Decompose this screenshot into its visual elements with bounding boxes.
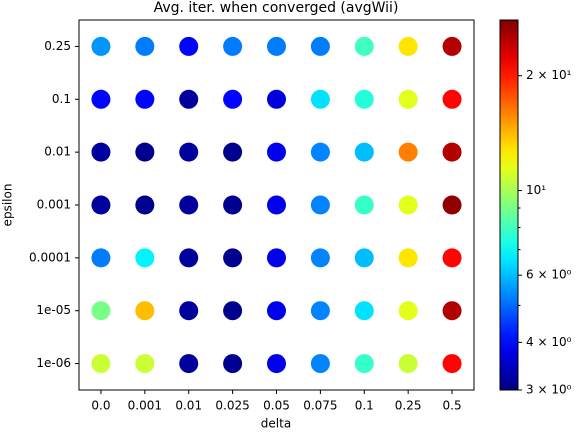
y-tick-label: 0.0001 bbox=[29, 250, 71, 264]
point bbox=[91, 89, 111, 109]
x-axis-label: delta bbox=[261, 417, 291, 431]
colorbar-tick-label: 6 × 10⁰ bbox=[526, 268, 572, 282]
x-tick-label: 0.05 bbox=[263, 399, 290, 413]
colorbar bbox=[499, 19, 519, 391]
point bbox=[267, 89, 286, 109]
point bbox=[223, 301, 243, 321]
chart-title: Avg. iter. when converged (avgWii) bbox=[154, 0, 399, 16]
y-tick-label: 1e-05 bbox=[36, 303, 71, 317]
point bbox=[398, 36, 418, 56]
point bbox=[135, 301, 155, 321]
point bbox=[267, 36, 286, 56]
x-tick-label: 0.0 bbox=[91, 399, 110, 413]
point bbox=[442, 142, 462, 162]
point bbox=[135, 142, 155, 162]
point bbox=[91, 301, 111, 321]
point bbox=[442, 248, 462, 268]
point bbox=[91, 354, 111, 374]
point bbox=[179, 195, 199, 215]
point bbox=[91, 248, 111, 268]
point bbox=[179, 248, 199, 268]
point bbox=[223, 89, 243, 109]
y-axis-label: epsilon bbox=[1, 184, 15, 227]
point bbox=[91, 142, 111, 162]
y-tick-label: 0.1 bbox=[52, 92, 71, 106]
point bbox=[267, 301, 286, 321]
point bbox=[223, 142, 243, 162]
point bbox=[310, 301, 330, 321]
point bbox=[442, 89, 462, 109]
point bbox=[398, 354, 418, 374]
x-tick-label: 0.001 bbox=[128, 399, 162, 413]
point bbox=[442, 354, 462, 374]
colorbar-tick-label: 10¹ bbox=[526, 183, 546, 197]
point bbox=[310, 36, 330, 56]
point bbox=[310, 195, 330, 215]
point bbox=[442, 301, 462, 321]
point bbox=[267, 354, 286, 374]
colorbar-tick-label: 2 × 10¹ bbox=[526, 68, 572, 82]
point bbox=[223, 195, 243, 215]
colorbar-tick-label: 3 × 10⁰ bbox=[526, 383, 572, 397]
y-tick-label: 0.01 bbox=[44, 145, 71, 159]
colorbar-tick-label: 4 × 10⁰ bbox=[526, 335, 572, 349]
x-tick-label: 0.1 bbox=[355, 399, 374, 413]
point bbox=[135, 89, 155, 109]
point bbox=[310, 248, 330, 268]
point bbox=[398, 248, 418, 268]
point bbox=[223, 36, 243, 56]
point bbox=[179, 142, 199, 162]
point bbox=[354, 89, 374, 109]
point bbox=[223, 354, 243, 374]
point bbox=[135, 195, 155, 215]
point bbox=[135, 36, 155, 56]
x-tick-label: 0.025 bbox=[215, 399, 249, 413]
point bbox=[442, 36, 462, 56]
point bbox=[91, 195, 111, 215]
point bbox=[442, 195, 462, 215]
x-tick-label: 0.075 bbox=[303, 399, 337, 413]
point bbox=[310, 142, 330, 162]
x-tick-label: 0.01 bbox=[175, 399, 202, 413]
point bbox=[354, 354, 374, 374]
point bbox=[179, 301, 199, 321]
point bbox=[310, 354, 330, 374]
point bbox=[179, 36, 199, 56]
point bbox=[354, 248, 374, 268]
y-tick-label: 1e-06 bbox=[36, 356, 71, 370]
point bbox=[398, 195, 418, 215]
y-tick-label: 0.001 bbox=[37, 198, 71, 212]
point bbox=[267, 195, 286, 215]
point bbox=[398, 301, 418, 321]
x-tick-label: 0.5 bbox=[443, 399, 462, 413]
point bbox=[354, 36, 374, 56]
point bbox=[354, 301, 374, 321]
point bbox=[267, 248, 286, 268]
x-tick-label: 0.25 bbox=[395, 399, 422, 413]
point bbox=[91, 36, 111, 56]
point bbox=[310, 89, 330, 109]
point bbox=[135, 248, 155, 268]
point bbox=[267, 142, 286, 162]
point bbox=[398, 142, 418, 162]
point bbox=[179, 354, 199, 374]
point bbox=[354, 142, 374, 162]
point bbox=[179, 89, 199, 109]
y-tick-label: 0.25 bbox=[44, 39, 71, 53]
point bbox=[135, 354, 155, 374]
point bbox=[354, 195, 374, 215]
point bbox=[223, 248, 243, 268]
point bbox=[398, 89, 418, 109]
